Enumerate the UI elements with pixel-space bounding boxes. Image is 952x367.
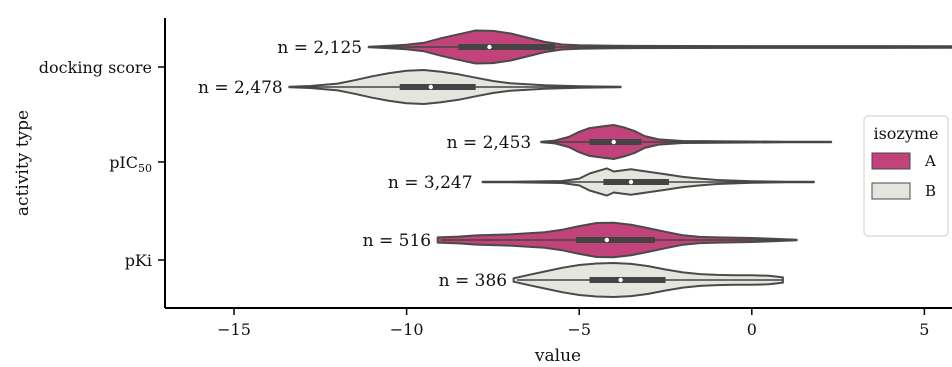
- n-label-pic50-a: n = 2,453: [447, 133, 532, 153]
- legend-swatch-a: [871, 152, 911, 170]
- median-dot-docking-score-a: [487, 44, 492, 50]
- legend-title: isozyme: [873, 124, 938, 143]
- x-tick-label: −15: [217, 320, 251, 339]
- median-dot-pic50-b: [628, 179, 634, 185]
- y-axis-title: activity type: [13, 110, 33, 216]
- legend-swatch-b: [871, 182, 911, 200]
- x-tick-label: −10: [390, 320, 424, 339]
- median-dot-pki-b: [618, 277, 623, 283]
- n-label-pki-b: n = 386: [439, 271, 507, 291]
- violin-layer: [288, 29, 952, 298]
- n-label-docking-score-b: n = 2,478: [198, 78, 283, 98]
- x-tick-label: −5: [567, 320, 591, 339]
- x-axis-title: value: [534, 346, 581, 366]
- median-dot-docking-score-b: [428, 84, 433, 90]
- y-tick-label: pIC50: [109, 153, 152, 175]
- legend-label-a: A: [924, 152, 936, 170]
- x-tick-label: 5: [919, 320, 929, 339]
- median-dot-pki-a: [604, 237, 610, 243]
- y-axis-ticks: docking score pIC50 pKi: [39, 58, 165, 270]
- n-label-docking-score-a: n = 2,125: [277, 38, 362, 58]
- legend-label-b: B: [925, 182, 936, 200]
- x-tick-label: 0: [747, 320, 757, 339]
- legend-frame: [863, 115, 949, 237]
- x-axis-ticks: −15 −10 −5 0 5: [217, 308, 929, 339]
- legend: isozyme A B: [863, 115, 949, 237]
- median-dot-pic50-a: [611, 139, 616, 145]
- n-label-pki-a: n = 516: [363, 231, 431, 251]
- y-tick-label: docking score: [39, 58, 152, 77]
- n-label-pic50-b: n = 3,247: [388, 173, 473, 193]
- n-label-layer: n = 2,125 n = 2,453 n = 516 n = 2,478 n = 3,…: [198, 38, 531, 291]
- y-tick-label: pKi: [125, 251, 152, 270]
